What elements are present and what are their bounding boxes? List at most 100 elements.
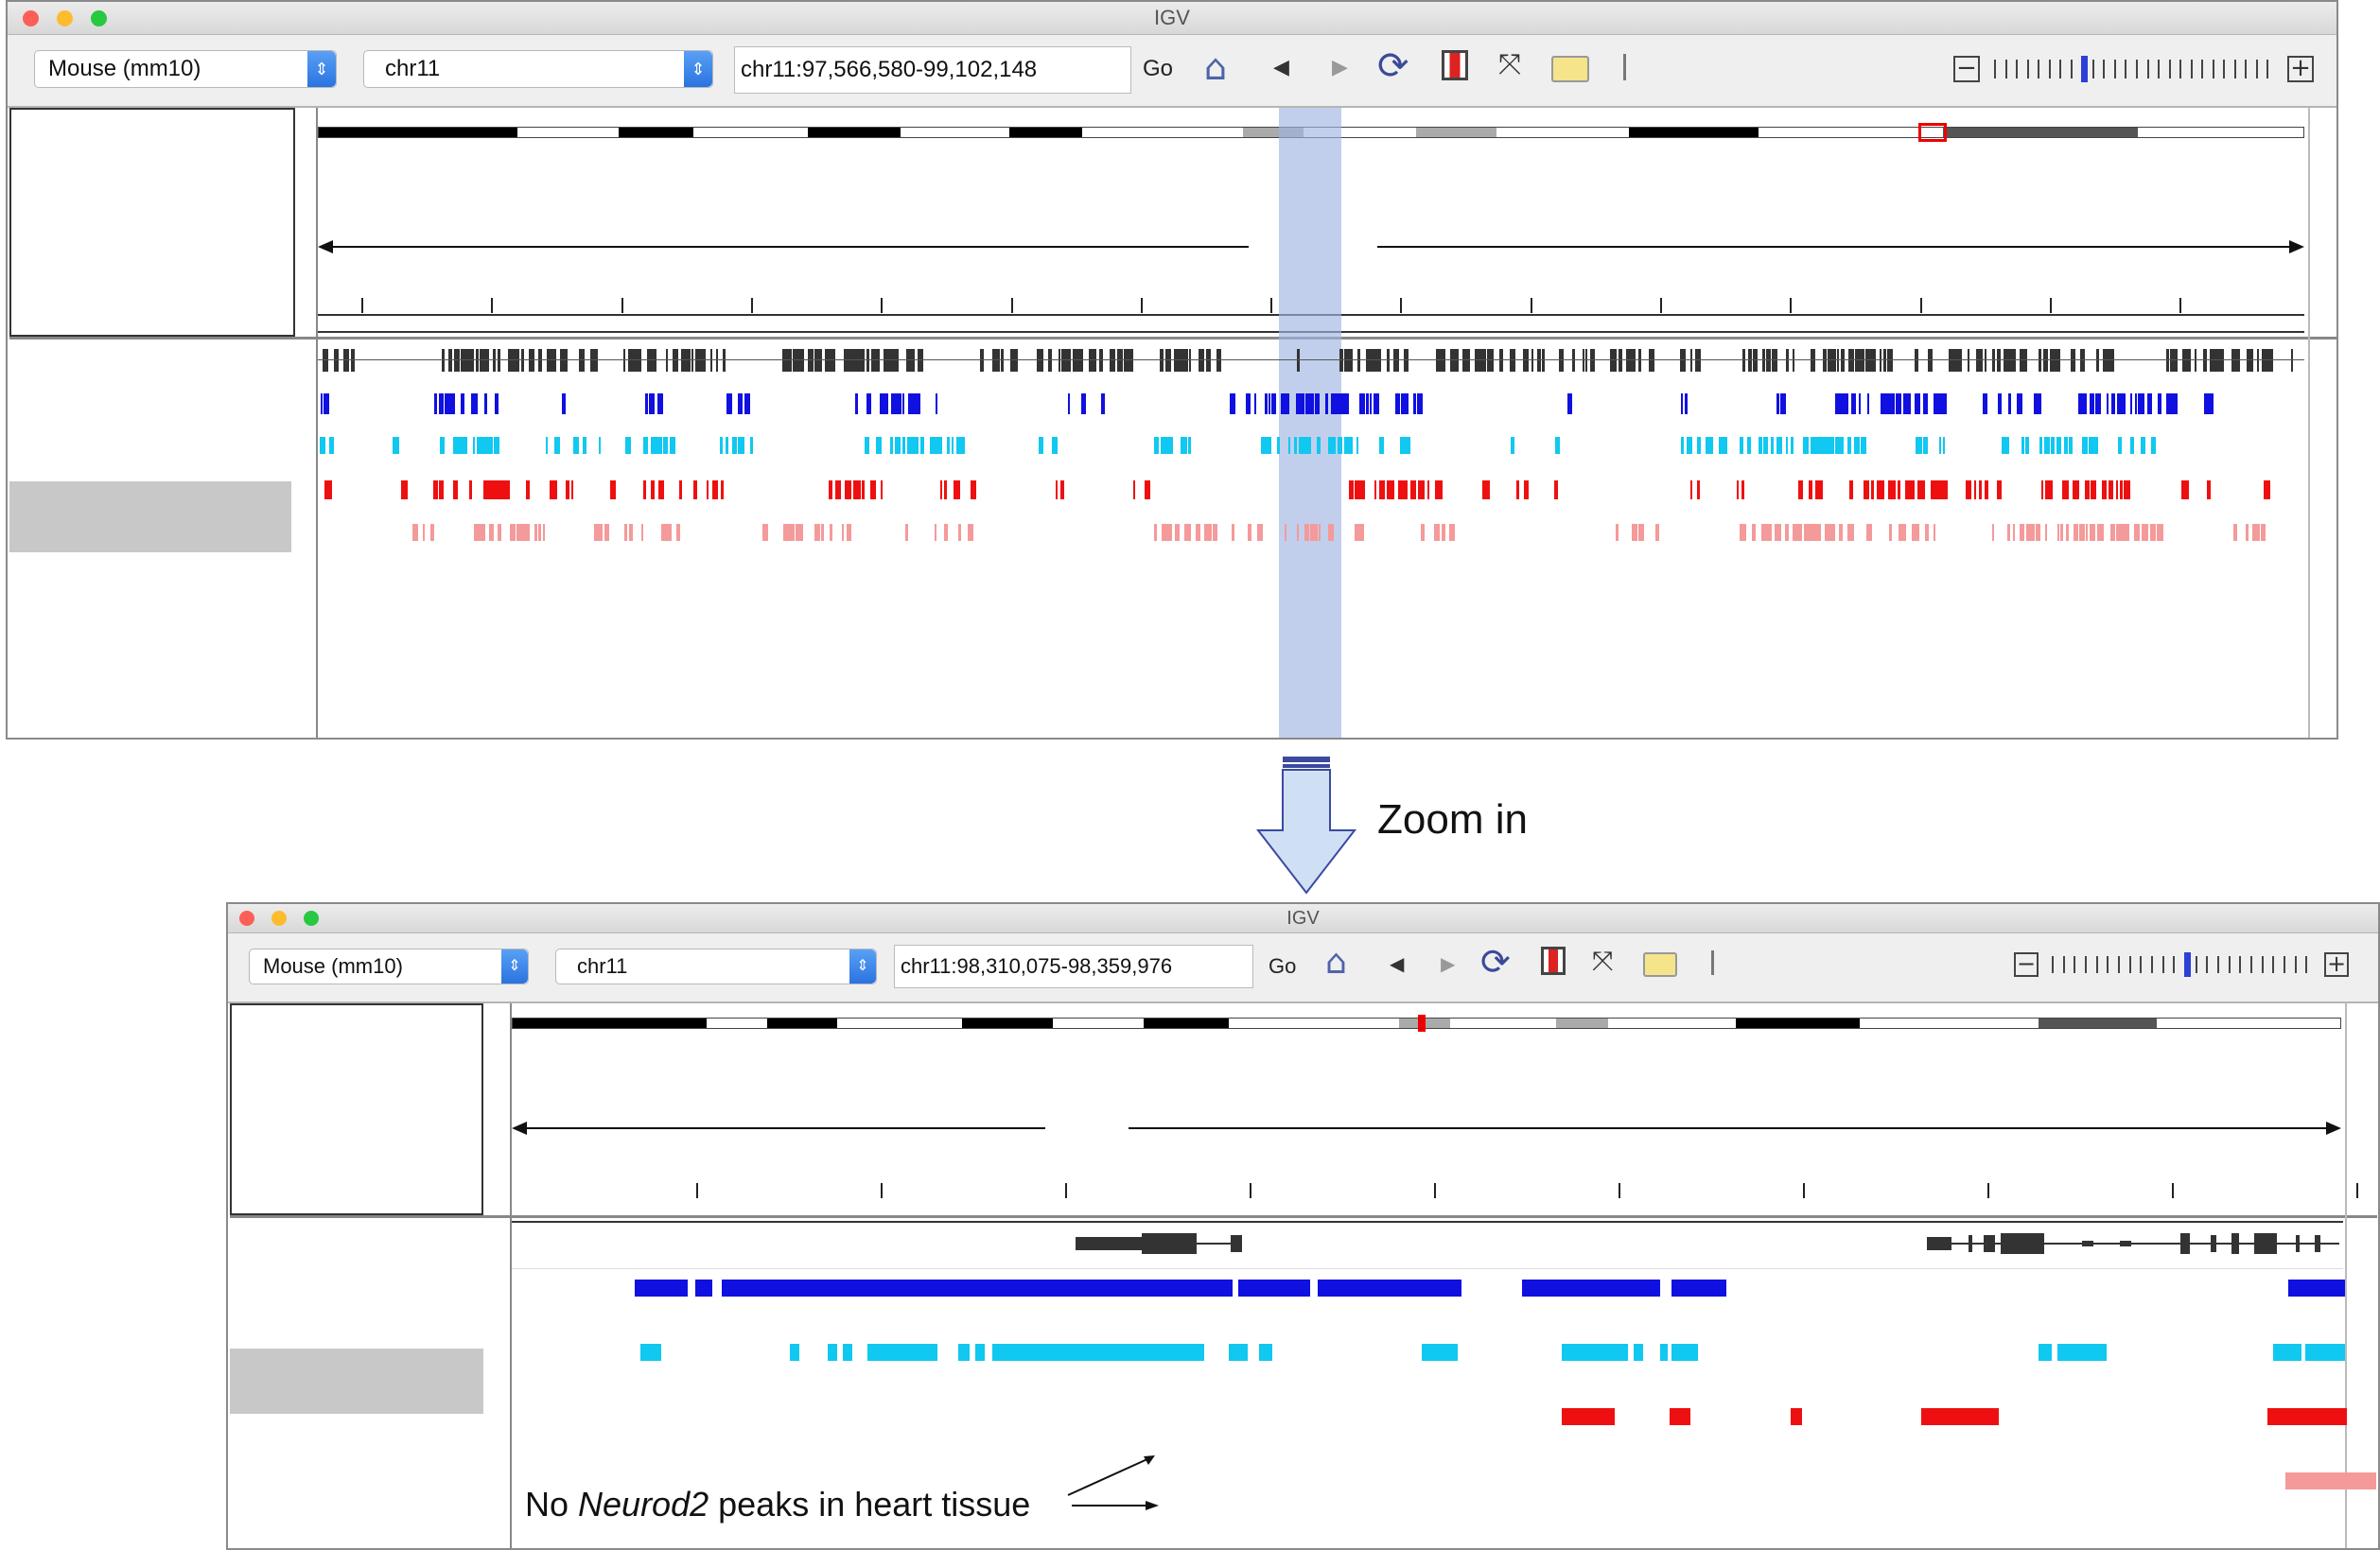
gene-exon[interactable]: [1180, 349, 1185, 372]
peak[interactable]: [1405, 480, 1408, 499]
peak[interactable]: [1325, 393, 1329, 414]
peak[interactable]: [1260, 437, 1266, 454]
gene-exon[interactable]: [2071, 349, 2076, 372]
peak[interactable]: [2141, 437, 2145, 454]
gene-exon[interactable]: [1036, 349, 1041, 372]
gene-exon[interactable]: [1880, 349, 1882, 372]
gene-exon[interactable]: [2231, 1233, 2239, 1254]
peak[interactable]: [796, 524, 798, 541]
gene-exon[interactable]: [1763, 349, 1766, 372]
peak[interactable]: [669, 437, 675, 454]
gene-exon[interactable]: [1753, 349, 1759, 372]
peak[interactable]: [848, 480, 851, 499]
peak[interactable]: [1422, 1344, 1458, 1361]
gene-exon[interactable]: [2290, 349, 2293, 372]
gene-exon[interactable]: [561, 349, 567, 372]
peak[interactable]: [430, 524, 435, 541]
peak[interactable]: [846, 524, 851, 541]
gene-exon[interactable]: [1436, 349, 1440, 372]
gene-exon[interactable]: [1076, 1237, 1142, 1250]
peak[interactable]: [486, 437, 493, 454]
gene-exon[interactable]: [334, 349, 340, 372]
gene-exon[interactable]: [1182, 349, 1188, 372]
gene-exon[interactable]: [1065, 349, 1072, 372]
peak[interactable]: [2046, 437, 2050, 454]
gene-exon[interactable]: [829, 349, 835, 372]
peak[interactable]: [2137, 393, 2141, 414]
peak[interactable]: [1985, 393, 1988, 414]
peak[interactable]: [2045, 524, 2048, 541]
peak[interactable]: [453, 480, 459, 499]
peak[interactable]: [523, 524, 530, 541]
peak[interactable]: [1314, 393, 1320, 414]
peak[interactable]: [2013, 524, 2016, 541]
gene-exon[interactable]: [1462, 349, 1468, 372]
peak[interactable]: [662, 437, 668, 454]
peak[interactable]: [1689, 480, 1692, 499]
peak[interactable]: [2085, 524, 2088, 541]
peak[interactable]: [1166, 437, 1173, 454]
gene-exon[interactable]: [513, 349, 517, 372]
peak[interactable]: [1343, 437, 1350, 454]
peak[interactable]: [1340, 393, 1346, 414]
peak[interactable]: [1936, 480, 1940, 499]
peak[interactable]: [1791, 437, 1794, 454]
peak[interactable]: [1348, 437, 1352, 454]
gene-exon[interactable]: [1531, 349, 1533, 372]
peak[interactable]: [2075, 480, 2079, 499]
peak[interactable]: [1851, 524, 1855, 541]
peak[interactable]: [2171, 393, 2178, 414]
peak[interactable]: [1188, 437, 1192, 454]
gene-exon[interactable]: [322, 349, 328, 372]
peak[interactable]: [2140, 393, 2145, 414]
peak[interactable]: [916, 437, 919, 454]
gene-exon[interactable]: [695, 349, 702, 372]
peak[interactable]: [975, 1344, 985, 1361]
peak[interactable]: [1562, 1408, 1615, 1425]
gene-exon[interactable]: [1198, 349, 1201, 372]
peak[interactable]: [1866, 393, 1869, 414]
peak[interactable]: [1287, 437, 1290, 454]
gene-exon[interactable]: [493, 349, 497, 372]
gene-exon[interactable]: [2203, 349, 2208, 372]
peak[interactable]: [463, 437, 467, 454]
peak[interactable]: [1696, 437, 1701, 454]
gene-exon[interactable]: [1047, 349, 1052, 372]
peak[interactable]: [635, 1280, 688, 1297]
peak[interactable]: [1259, 524, 1262, 541]
peak[interactable]: [1939, 437, 1942, 454]
peak[interactable]: [2122, 393, 2126, 414]
peak[interactable]: [1133, 480, 1136, 499]
peak[interactable]: [1878, 480, 1881, 499]
peak[interactable]: [648, 393, 654, 414]
peak[interactable]: [496, 480, 499, 499]
gene-exon[interactable]: [1743, 349, 1746, 372]
peak[interactable]: [2090, 524, 2096, 541]
gene-exon[interactable]: [1991, 349, 1995, 372]
peak[interactable]: [657, 480, 664, 499]
peak[interactable]: [2082, 393, 2088, 414]
peak[interactable]: [500, 480, 507, 499]
peak[interactable]: [1889, 480, 1896, 499]
gene-exon[interactable]: [1832, 349, 1837, 372]
gene-exon[interactable]: [578, 349, 585, 372]
peak[interactable]: [1412, 393, 1416, 414]
gene-exon[interactable]: [463, 349, 466, 372]
zoom-thumb[interactable]: [2184, 952, 2191, 977]
peak[interactable]: [1983, 393, 1986, 414]
gene-exon[interactable]: [1761, 349, 1764, 372]
gene-exon[interactable]: [2120, 1241, 2131, 1246]
peak[interactable]: [1195, 524, 1198, 541]
peak[interactable]: [2167, 393, 2173, 414]
gene-exon[interactable]: [1864, 349, 1867, 372]
peak[interactable]: [675, 524, 680, 541]
gene-exon[interactable]: [537, 349, 542, 372]
gene-exon[interactable]: [1625, 349, 1631, 372]
peak[interactable]: [1904, 393, 1908, 414]
peak[interactable]: [2039, 1344, 2052, 1361]
gene-exon[interactable]: [1120, 349, 1124, 372]
peak[interactable]: [1442, 524, 1446, 541]
gene-exon[interactable]: [1450, 349, 1456, 372]
peak[interactable]: [1309, 524, 1316, 541]
peak[interactable]: [944, 480, 948, 499]
